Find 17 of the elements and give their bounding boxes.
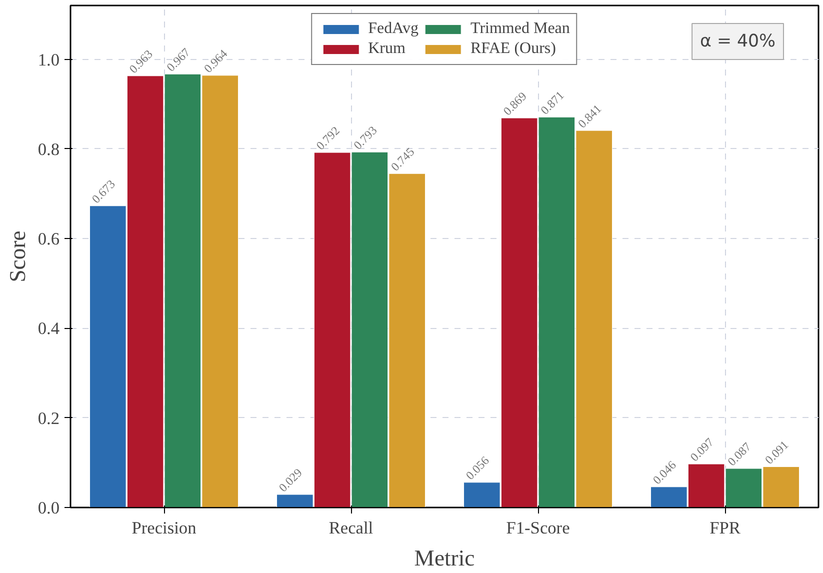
y-tick-label: 0.0: [38, 498, 60, 518]
x-axis-title: Metric: [414, 546, 475, 570]
legend-label: FedAvg: [368, 20, 418, 38]
x-tick-label: F1-Score: [506, 518, 570, 538]
y-tick-label: 0.6: [38, 230, 60, 249]
legend-label: RFAE (Ours): [470, 40, 556, 58]
y-tick-label: 1.0: [38, 50, 60, 70]
annotation: α = 40%: [700, 32, 776, 52]
y-axis-title: Score: [4, 230, 30, 282]
legend-label: Krum: [368, 40, 406, 58]
legend-label: Trimmed Mean: [470, 20, 570, 38]
x-tick-label: FPR: [710, 518, 741, 538]
y-tick-label: 0.8: [38, 140, 60, 159]
x-tick-label: Recall: [328, 518, 374, 538]
y-tick-label: 0.2: [38, 408, 60, 428]
y-tick-label: 0.4: [38, 319, 60, 338]
x-tick-label: Precision: [132, 518, 197, 538]
